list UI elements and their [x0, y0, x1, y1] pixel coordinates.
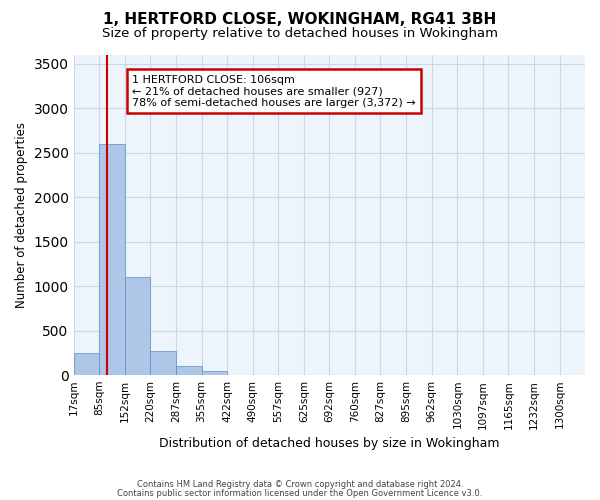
- X-axis label: Distribution of detached houses by size in Wokingham: Distribution of detached houses by size …: [159, 437, 500, 450]
- Y-axis label: Number of detached properties: Number of detached properties: [15, 122, 28, 308]
- Bar: [74, 353, 100, 375]
- Bar: [125, 278, 151, 375]
- Text: 1 HERTFORD CLOSE: 106sqm
← 21% of detached houses are smaller (927)
78% of semi-: 1 HERTFORD CLOSE: 106sqm ← 21% of detach…: [132, 74, 416, 108]
- Bar: [202, 370, 227, 375]
- Bar: [100, 144, 125, 375]
- Text: Contains public sector information licensed under the Open Government Licence v3: Contains public sector information licen…: [118, 490, 482, 498]
- Bar: [176, 366, 202, 375]
- Bar: [151, 351, 176, 375]
- Text: Contains HM Land Registry data © Crown copyright and database right 2024.: Contains HM Land Registry data © Crown c…: [137, 480, 463, 489]
- Text: 1, HERTFORD CLOSE, WOKINGHAM, RG41 3BH: 1, HERTFORD CLOSE, WOKINGHAM, RG41 3BH: [103, 12, 497, 28]
- Text: Size of property relative to detached houses in Wokingham: Size of property relative to detached ho…: [102, 28, 498, 40]
